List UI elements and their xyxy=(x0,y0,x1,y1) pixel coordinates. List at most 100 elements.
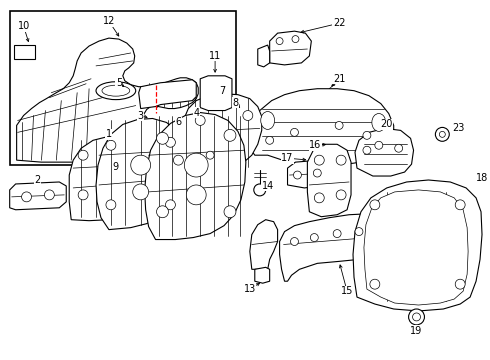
Circle shape xyxy=(455,279,465,289)
Circle shape xyxy=(156,132,169,144)
Circle shape xyxy=(291,238,298,246)
Circle shape xyxy=(131,155,150,175)
Polygon shape xyxy=(17,38,198,162)
Ellipse shape xyxy=(96,82,136,100)
Polygon shape xyxy=(250,220,278,269)
Circle shape xyxy=(370,279,380,289)
Circle shape xyxy=(106,200,116,210)
Circle shape xyxy=(166,137,175,147)
Text: 6: 6 xyxy=(175,117,181,127)
Text: 7: 7 xyxy=(219,86,225,96)
Polygon shape xyxy=(145,113,246,239)
Circle shape xyxy=(243,111,253,121)
Polygon shape xyxy=(161,130,220,202)
Text: 9: 9 xyxy=(113,162,119,172)
Text: 15: 15 xyxy=(341,286,353,296)
Circle shape xyxy=(292,36,299,42)
Polygon shape xyxy=(96,118,184,230)
Polygon shape xyxy=(364,190,468,305)
Polygon shape xyxy=(353,180,482,311)
Polygon shape xyxy=(258,45,270,67)
Text: 4: 4 xyxy=(193,108,199,117)
Circle shape xyxy=(173,155,183,165)
Circle shape xyxy=(313,169,321,177)
Bar xyxy=(14,45,35,59)
Circle shape xyxy=(254,184,266,196)
Circle shape xyxy=(375,141,383,149)
Circle shape xyxy=(409,309,424,325)
Text: 19: 19 xyxy=(411,326,423,336)
Circle shape xyxy=(335,121,343,129)
Circle shape xyxy=(294,171,301,179)
Circle shape xyxy=(156,206,169,218)
Ellipse shape xyxy=(372,113,386,131)
Circle shape xyxy=(206,151,214,159)
Circle shape xyxy=(363,146,371,154)
Text: 16: 16 xyxy=(309,140,321,150)
Text: 12: 12 xyxy=(103,16,115,26)
Circle shape xyxy=(108,93,114,99)
Circle shape xyxy=(291,129,298,136)
Circle shape xyxy=(276,37,283,45)
Text: 21: 21 xyxy=(333,74,345,84)
Circle shape xyxy=(333,230,341,238)
Circle shape xyxy=(133,184,148,200)
Circle shape xyxy=(310,234,318,242)
Text: 23: 23 xyxy=(452,123,465,134)
Text: 22: 22 xyxy=(333,18,345,28)
Polygon shape xyxy=(200,76,232,111)
Circle shape xyxy=(266,136,273,144)
Polygon shape xyxy=(248,89,393,165)
Polygon shape xyxy=(307,144,351,217)
Circle shape xyxy=(78,190,88,200)
Circle shape xyxy=(440,131,445,137)
Text: 8: 8 xyxy=(233,98,239,108)
Ellipse shape xyxy=(261,112,274,129)
Polygon shape xyxy=(10,182,66,210)
Text: 13: 13 xyxy=(244,284,256,294)
Text: 10: 10 xyxy=(18,21,30,31)
Polygon shape xyxy=(232,111,262,148)
Circle shape xyxy=(363,131,371,139)
Circle shape xyxy=(314,193,324,203)
Polygon shape xyxy=(288,160,333,188)
Circle shape xyxy=(106,140,116,150)
Circle shape xyxy=(166,200,175,210)
Circle shape xyxy=(45,190,54,200)
Circle shape xyxy=(413,313,420,321)
Text: 18: 18 xyxy=(476,173,488,183)
Circle shape xyxy=(135,191,143,199)
Circle shape xyxy=(78,150,88,160)
Circle shape xyxy=(224,129,236,141)
Text: 20: 20 xyxy=(381,120,393,130)
Text: 17: 17 xyxy=(281,153,294,163)
Text: 3: 3 xyxy=(138,111,144,121)
Text: 2: 2 xyxy=(34,175,41,185)
Circle shape xyxy=(370,200,380,210)
Circle shape xyxy=(394,144,403,152)
Circle shape xyxy=(186,185,206,205)
Polygon shape xyxy=(355,129,414,176)
Circle shape xyxy=(314,155,324,165)
Text: 5: 5 xyxy=(116,78,122,88)
Text: 14: 14 xyxy=(262,181,274,191)
Polygon shape xyxy=(139,80,196,109)
Circle shape xyxy=(377,230,385,238)
Circle shape xyxy=(224,206,236,218)
Circle shape xyxy=(184,153,208,177)
Ellipse shape xyxy=(102,85,130,96)
Text: 1: 1 xyxy=(106,129,112,139)
Text: 11: 11 xyxy=(209,51,221,61)
Polygon shape xyxy=(69,136,148,221)
Circle shape xyxy=(336,190,346,200)
Polygon shape xyxy=(180,94,262,170)
Polygon shape xyxy=(255,267,270,283)
Circle shape xyxy=(22,192,31,202)
Circle shape xyxy=(355,228,363,235)
Bar xyxy=(10,11,236,165)
Circle shape xyxy=(336,155,346,165)
Polygon shape xyxy=(270,31,311,65)
Circle shape xyxy=(455,200,465,210)
Circle shape xyxy=(195,116,205,125)
Circle shape xyxy=(436,127,449,141)
